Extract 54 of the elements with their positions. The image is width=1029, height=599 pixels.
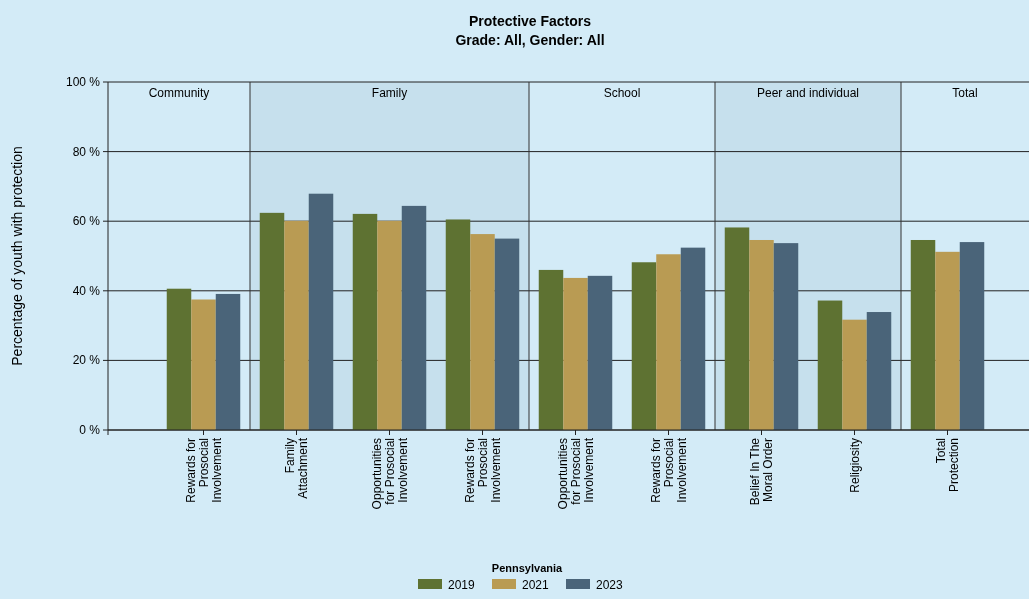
- bar: [470, 234, 495, 430]
- x-tick-label: Belief In The Moral Order: [748, 437, 775, 506]
- legend-label: 2019: [448, 578, 476, 592]
- x-tick-label: Family Attachment: [283, 437, 310, 499]
- y-tick-label: 20 %: [72, 353, 101, 368]
- bar: [866, 312, 892, 430]
- bar: [215, 293, 241, 430]
- bar: [352, 213, 378, 430]
- annotation: Family: [371, 86, 408, 100]
- chart-subtitle: Grade: All, Gender: All: [455, 32, 605, 48]
- bar: [842, 319, 867, 430]
- bar: [445, 219, 471, 430]
- annotation: Total: [952, 86, 978, 100]
- bar: [191, 299, 216, 430]
- bar: [166, 288, 192, 430]
- bar: [538, 269, 564, 430]
- bar: [817, 300, 843, 430]
- legend-title: Pennsylvania: [491, 562, 564, 574]
- bar: [259, 212, 285, 430]
- bar: [935, 251, 960, 430]
- bar: [910, 239, 936, 430]
- x-tick-label: Total Protection: [934, 438, 961, 493]
- legend-label: 2023: [596, 578, 624, 592]
- x-tick-label: Opportunities for Prosocial Involvement: [369, 437, 410, 510]
- bar: [656, 254, 681, 430]
- bar: [959, 242, 985, 430]
- bar: [773, 243, 799, 430]
- chart-title: Protective Factors: [468, 13, 592, 29]
- y-tick-label: 0 %: [79, 423, 101, 437]
- y-tick-label: 100 %: [65, 75, 101, 89]
- y-tick-label: 80 %: [72, 144, 101, 159]
- y-tick-label: 60 %: [72, 214, 101, 229]
- bar: [494, 238, 520, 430]
- x-tick-label: Opportunities for Prosocial Involvement: [555, 437, 596, 510]
- x-tick-label: Rewards for Prosocial Involvement: [183, 437, 224, 503]
- bar: [749, 239, 774, 430]
- bar: [401, 205, 427, 430]
- bar: [631, 262, 657, 430]
- bar: [284, 220, 309, 430]
- x-tick-label: Religiosity: [847, 438, 862, 493]
- annotation: School: [603, 86, 641, 100]
- y-tick-label: 40 %: [72, 283, 101, 298]
- x-tick-label: Rewards for Prosocial Involvement: [462, 437, 503, 503]
- bar: [308, 193, 334, 430]
- bar: [724, 227, 750, 430]
- bar: [563, 277, 588, 430]
- y-axis-title: Percentage of youth with protection: [9, 146, 25, 366]
- legend-label: 2021: [522, 578, 550, 592]
- bar: [377, 220, 402, 430]
- x-tick-label: Rewards for Prosocial Involvement: [648, 437, 689, 503]
- annotation: Community: [148, 86, 210, 100]
- bar: [587, 275, 613, 430]
- bar: [680, 247, 706, 430]
- annotation: Peer and individual: [756, 86, 860, 100]
